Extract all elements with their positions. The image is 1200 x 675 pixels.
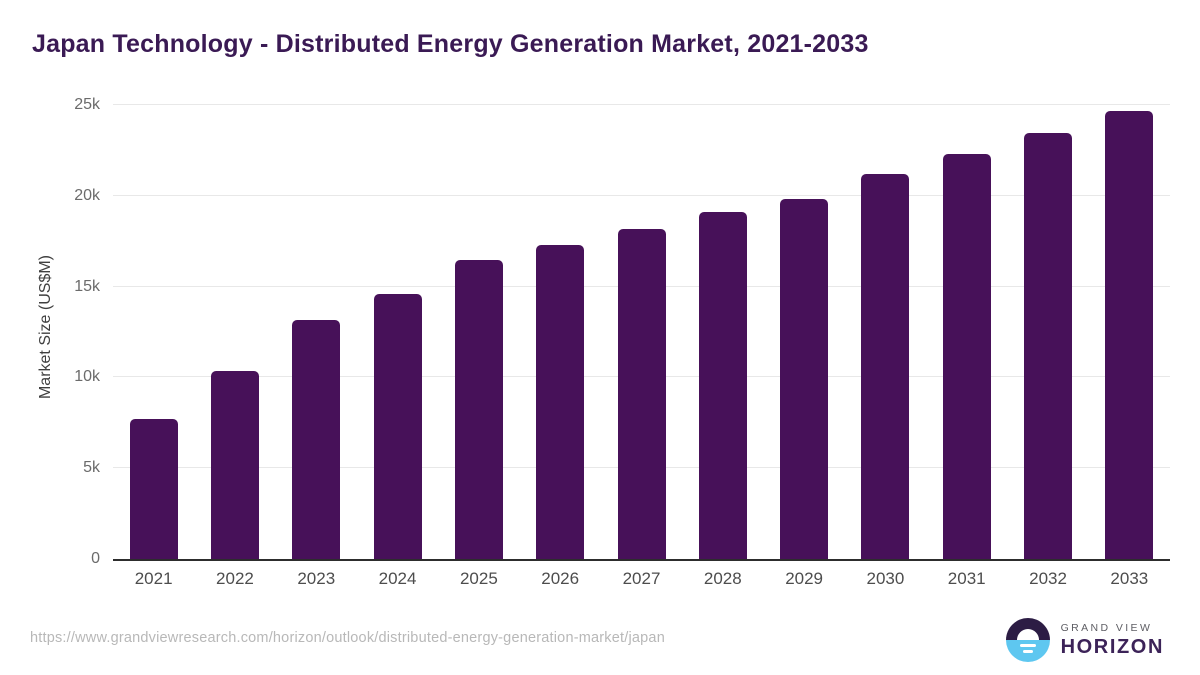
x-tick-label-2033: 2033 [1110,569,1149,588]
y-tick-label-25k: 25k [74,96,100,113]
bar-2025[interactable] [454,260,503,559]
x-tick-label-2028: 2028 [703,569,742,588]
x-tick-label-2023: 2023 [297,569,336,588]
x-tick-label-2029: 2029 [785,569,824,588]
y-axis-ticks: 0 5k 10k 15k 20k 25k [0,97,100,567]
horizon-sun-logo-icon [1005,618,1050,662]
grand-view-horizon-logo[interactable]: GRAND VIEW HORIZON [1005,618,1164,662]
logo-brand-name: GRAND VIEW [1060,621,1153,634]
logo-reflection-dash [1019,644,1036,647]
y-tick-label-0: 0 [91,550,100,567]
bar-2030[interactable] [861,174,910,559]
x-tick-label-2030: 2030 [866,569,905,588]
bar-2024[interactable] [373,293,422,559]
bar-2033[interactable] [1105,111,1154,559]
bar-2028[interactable] [698,212,747,559]
x-tick-label-2026: 2026 [541,569,580,588]
gridline [113,104,1170,105]
x-tick-label-2027: 2027 [622,569,661,588]
y-tick-label-10k: 10k [74,368,100,386]
plot-area [113,104,1170,561]
x-tick-label-2021: 2021 [134,569,173,588]
chart-title: Japan Technology - Distributed Energy Ge… [32,30,869,58]
bar-2031[interactable] [942,154,991,559]
x-tick-label-2025: 2025 [459,569,498,588]
x-tick-label-2032: 2032 [1029,569,1067,588]
bar-2027[interactable] [617,229,666,559]
gridline [113,194,1170,196]
x-tick-label-2022: 2022 [216,569,254,588]
bar-2032[interactable] [1024,133,1073,559]
x-axis-labels: 2021 2022 2023 2024 2025 2026 2027 2028 2029 2030… [113,569,1170,595]
logo-reflection-dash [1022,650,1033,653]
source-url: https://www.grandviewresearch.com/horizo… [30,630,665,646]
y-tick-label-20k: 20k [74,186,100,204]
y-tick-label-5k: 5k [83,459,100,477]
logo-sun-dome [1016,629,1039,640]
x-tick-label-2031: 2031 [947,569,986,588]
bar-2021[interactable] [129,419,178,559]
bar-2029[interactable] [780,199,829,559]
logo-text: GRAND VIEW HORIZON [1061,622,1164,659]
x-tick-label-2024: 2024 [378,569,417,588]
y-tick-label-15k: 15k [74,277,100,295]
bar-2022[interactable] [210,371,259,559]
bar-2023[interactable] [292,320,341,559]
bar-2026[interactable] [536,244,585,559]
logo-product-name: HORIZON [1060,635,1164,658]
